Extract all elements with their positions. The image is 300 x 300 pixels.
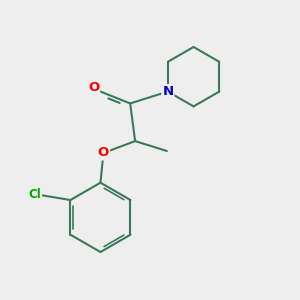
Text: Cl: Cl (28, 188, 41, 201)
Text: N: N (162, 85, 173, 98)
Text: O: O (98, 146, 109, 160)
Text: O: O (88, 81, 99, 94)
